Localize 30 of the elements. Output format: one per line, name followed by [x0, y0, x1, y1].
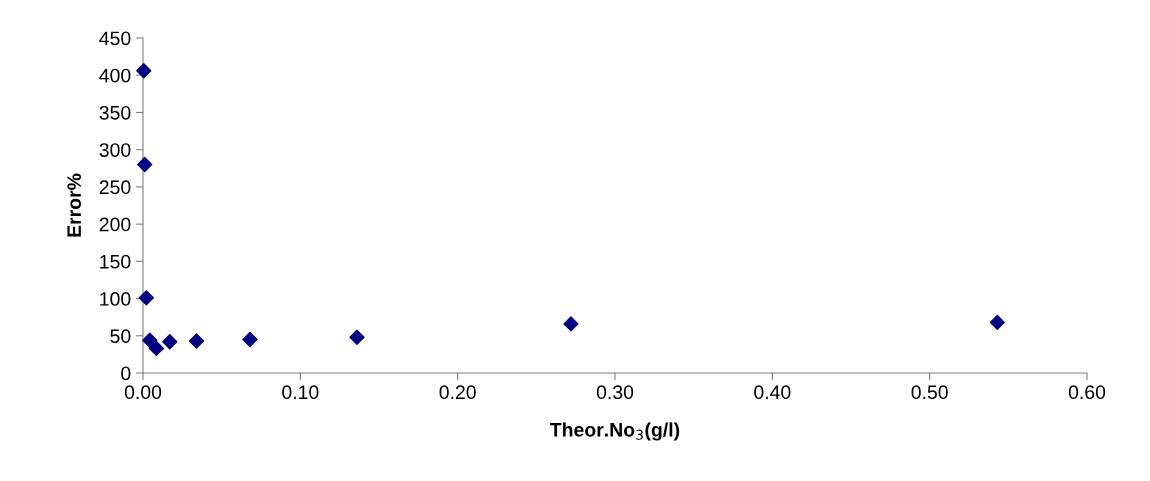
- x-tick-label: 0.40: [754, 385, 791, 400]
- y-tick-label: 250: [99, 180, 131, 195]
- point: [349, 329, 365, 345]
- y-tick-label: 100: [100, 292, 131, 306]
- x-tick-label: 0.60: [1068, 385, 1106, 400]
- point: [989, 314, 1005, 331]
- y-tick-label: 200: [99, 217, 131, 232]
- y-axis-title: Error%: [67, 173, 82, 237]
- y-tick-label: 450: [99, 31, 131, 46]
- point: [136, 63, 152, 79]
- x-tick-label: 0.00: [124, 385, 162, 400]
- point: [137, 156, 153, 173]
- y-tick-label: 0: [121, 366, 131, 381]
- y-tick-label: 300: [99, 143, 131, 157]
- point: [563, 316, 579, 332]
- x-tick-label: 0.30: [596, 385, 634, 400]
- point: [148, 340, 165, 357]
- point: [188, 333, 205, 349]
- x-tick-label: 0.10: [282, 385, 319, 400]
- point: [162, 334, 178, 350]
- point: [142, 332, 158, 348]
- point: [242, 331, 258, 348]
- y-tick-label: 400: [99, 68, 131, 83]
- y-tick-label: 350: [99, 105, 131, 120]
- x-tick-label: 0.50: [911, 385, 948, 400]
- y-tick-label: 50: [110, 329, 131, 344]
- x-tick-label: 0.20: [439, 385, 476, 400]
- x-axis-title: Theor.No$_{3}$(g/l): [549, 422, 680, 441]
- y-tick-label: 150: [100, 254, 131, 269]
- point: [138, 290, 154, 306]
